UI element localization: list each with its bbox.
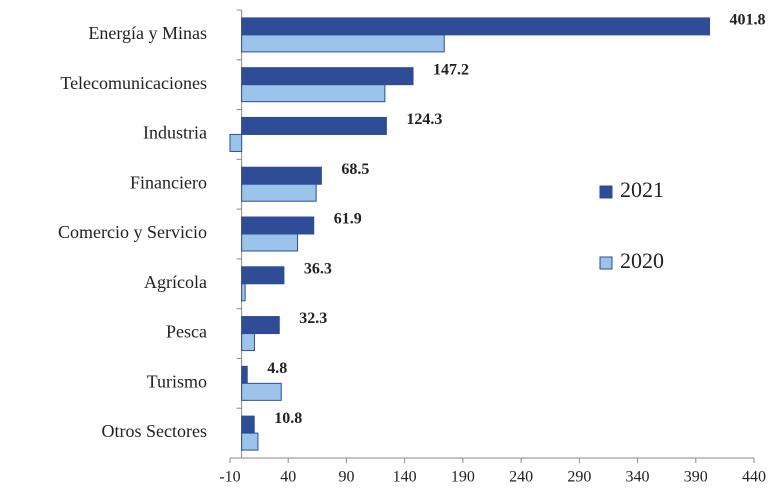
legend-label: 2021 xyxy=(620,177,664,202)
value-label: 147.2 xyxy=(433,61,469,78)
value-label: 61.9 xyxy=(334,211,362,228)
bar xyxy=(241,166,322,185)
bar xyxy=(241,365,248,384)
bar xyxy=(241,233,299,252)
value-label: 32.3 xyxy=(299,310,327,327)
bar xyxy=(229,133,243,152)
value-label: 401.8 xyxy=(730,12,766,29)
x-tick-label: -10 xyxy=(219,469,240,486)
category-label: Financiero xyxy=(130,172,207,192)
category-label: Pesca xyxy=(166,322,207,342)
category-label: Industria xyxy=(143,123,207,143)
bar xyxy=(241,316,280,335)
legend-swatch xyxy=(599,185,613,199)
x-tick-label: 140 xyxy=(393,469,417,486)
x-tick-label: 390 xyxy=(684,469,708,486)
category-label: Energía y Minas xyxy=(88,23,207,43)
bar xyxy=(241,415,255,434)
x-tick-label: 440 xyxy=(742,469,766,486)
value-label: 10.8 xyxy=(274,410,302,427)
bar xyxy=(241,17,711,36)
category-label: Comercio y Servicio xyxy=(58,222,207,242)
bar xyxy=(241,34,445,53)
x-tick-label: 290 xyxy=(567,469,591,486)
bar xyxy=(241,382,282,401)
x-tick-label: 340 xyxy=(626,469,650,486)
value-label: 124.3 xyxy=(406,111,442,128)
bar xyxy=(241,266,285,285)
legend-label: 2020 xyxy=(620,248,664,273)
category-label: Agrícola xyxy=(144,272,207,292)
bar xyxy=(241,183,317,202)
bar xyxy=(241,432,259,451)
value-label: 4.8 xyxy=(267,360,287,377)
legend-swatch xyxy=(599,256,613,270)
bar xyxy=(241,84,386,103)
category-label: Telecomunicaciones xyxy=(60,73,207,93)
value-label: 68.5 xyxy=(341,161,369,178)
x-tick-label: 190 xyxy=(451,469,475,486)
bar xyxy=(241,116,387,135)
value-label: 36.3 xyxy=(304,260,332,277)
category-label: Turismo xyxy=(147,371,207,391)
bar xyxy=(241,67,414,86)
bar xyxy=(241,333,255,352)
x-tick-label: 240 xyxy=(509,469,533,486)
category-label: Otros Sectores xyxy=(102,421,207,441)
x-tick-label: 90 xyxy=(338,469,354,486)
bar xyxy=(241,283,246,302)
bar xyxy=(241,216,315,235)
x-tick-label: 40 xyxy=(280,469,296,486)
